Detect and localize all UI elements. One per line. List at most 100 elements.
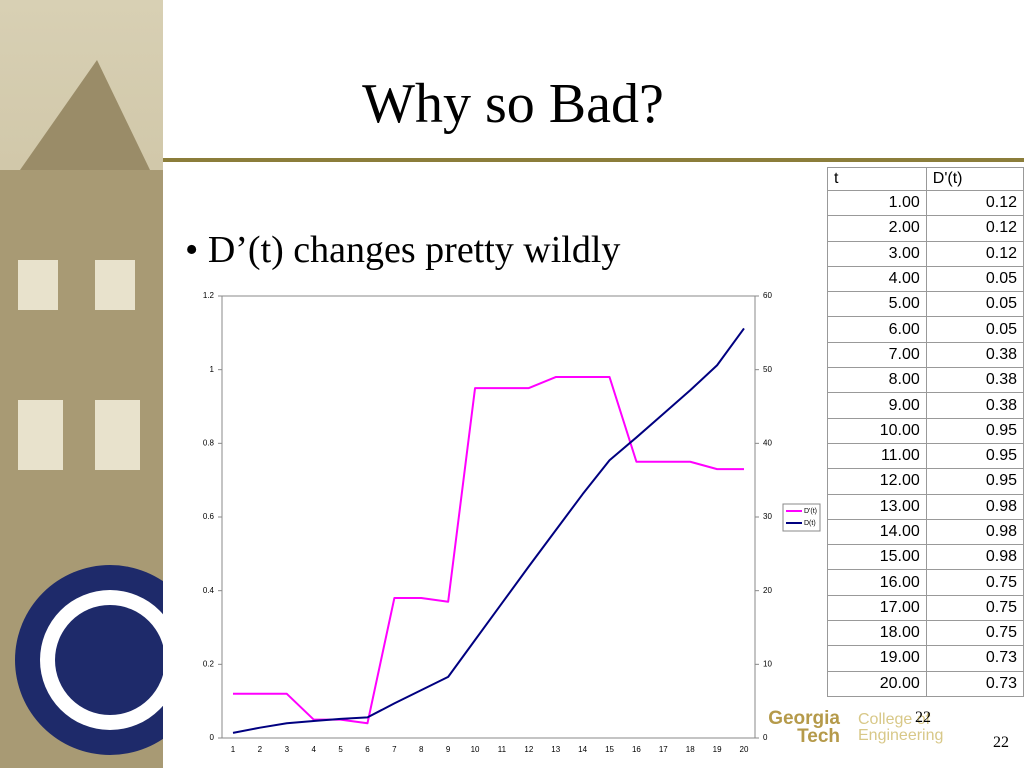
table-cell: 0.05 bbox=[925, 316, 1024, 343]
legend-label: D'(t) bbox=[804, 508, 817, 515]
y-tick-label: 0 bbox=[210, 733, 215, 742]
series-line bbox=[232, 327, 745, 734]
series-line bbox=[233, 376, 744, 725]
table-row: 14.00 0.98 bbox=[827, 518, 1024, 546]
table-row: 1.00 0.12 bbox=[827, 189, 1024, 217]
building-illustration bbox=[0, 60, 205, 768]
table-cell: 17.00 bbox=[827, 594, 927, 622]
legend-box bbox=[782, 503, 821, 532]
table-cell: 0.38 bbox=[925, 367, 1024, 394]
table-cell: 0.75 bbox=[925, 620, 1024, 647]
x-tick-label: 4 bbox=[311, 745, 316, 754]
table-row: 9.00 0.38 bbox=[827, 392, 1024, 419]
x-tick-label: 10 bbox=[471, 745, 480, 754]
x-tick-label: 3 bbox=[285, 745, 290, 754]
table-cell: 0.95 bbox=[925, 442, 1024, 470]
x-tick-label: 17 bbox=[659, 745, 668, 754]
x-tick-label: 12 bbox=[524, 745, 533, 754]
table-cell: 0.98 bbox=[925, 518, 1024, 546]
bullet: • D’(t) changes pretty wildly bbox=[185, 229, 621, 271]
table-cell: 0.38 bbox=[925, 341, 1024, 369]
x-tick-label: 18 bbox=[686, 745, 695, 754]
table-cell: 11.00 bbox=[827, 442, 927, 470]
table-cell: 0.73 bbox=[925, 670, 1024, 697]
table-row: 20.00 0.73 bbox=[827, 670, 1024, 697]
x-tick-label: 1 bbox=[231, 745, 236, 754]
table-cell: 18.00 bbox=[827, 620, 927, 647]
table-row: 10.00 0.95 bbox=[827, 417, 1024, 444]
x-tick-label: 6 bbox=[365, 745, 370, 754]
table-cell: 0.05 bbox=[925, 291, 1024, 318]
y2-tick-label: 0 bbox=[763, 733, 768, 742]
table-cell: 1.00 bbox=[827, 189, 927, 217]
y2-tick-label: 20 bbox=[763, 586, 772, 595]
x-tick-label: 5 bbox=[338, 745, 343, 754]
table-cell: 12.00 bbox=[827, 468, 927, 495]
table-cell: 0.98 bbox=[925, 493, 1024, 520]
table-cell: 7.00 bbox=[827, 341, 927, 369]
table-cell: 6.00 bbox=[827, 316, 927, 343]
y-tick-label: 1.2 bbox=[203, 291, 215, 300]
legend-label: D(t) bbox=[804, 520, 816, 527]
bullet-text: D’(t) changes pretty wildly bbox=[207, 229, 621, 271]
table-row: 3.00 0.12 bbox=[827, 240, 1024, 267]
plot-area bbox=[221, 295, 756, 739]
logo: Georgia Tech bbox=[768, 708, 840, 747]
y2-tick-label: 10 bbox=[763, 659, 772, 668]
table-cell: 2.00 bbox=[827, 215, 927, 242]
y2-tick-label: 60 bbox=[763, 291, 772, 300]
x-tick-label: 15 bbox=[605, 745, 614, 754]
table-cell: 0.98 bbox=[925, 544, 1024, 571]
x-tick-label: 14 bbox=[578, 745, 587, 754]
x-tick-label: 13 bbox=[551, 745, 560, 754]
table-row: 7.00 0.38 bbox=[827, 341, 1024, 369]
overlay-number: 22 bbox=[915, 709, 931, 726]
title-rule bbox=[163, 158, 1024, 162]
x-tick-label: 9 bbox=[446, 745, 451, 754]
table-cell: 4.00 bbox=[827, 265, 927, 293]
table-cell: D'(t) bbox=[925, 167, 1024, 191]
table-cell: 0.12 bbox=[925, 240, 1024, 267]
table-row: 12.00 0.95 bbox=[827, 468, 1024, 495]
table-cell: 13.00 bbox=[827, 493, 927, 520]
x-tick-label: 11 bbox=[498, 745, 507, 754]
x-tick-label: 20 bbox=[740, 745, 749, 754]
data-table: t D'(t) 1.00 0.12 2.00 0.12 3.00 0.12 4.00 0.05 5.… bbox=[827, 167, 1024, 697]
y2-tick-label: 40 bbox=[763, 438, 772, 447]
table-cell: 0.95 bbox=[925, 468, 1024, 495]
y2-tick-label: 50 bbox=[763, 365, 772, 374]
table-row: 5.00 0.05 bbox=[827, 291, 1024, 318]
table-cell: 19.00 bbox=[827, 645, 927, 672]
table-row: 17.00 0.75 bbox=[827, 594, 1024, 622]
table-cell: 3.00 bbox=[827, 240, 927, 267]
table-cell: 9.00 bbox=[827, 392, 927, 419]
table-row: 19.00 0.73 bbox=[827, 645, 1024, 672]
table-cell: 8.00 bbox=[827, 367, 927, 394]
background-photo bbox=[0, 0, 205, 768]
college: College of Engineering bbox=[858, 711, 944, 744]
y-tick-label: 0.2 bbox=[203, 659, 215, 668]
table-row: 13.00 0.98 bbox=[827, 493, 1024, 520]
table-row: 16.00 0.75 bbox=[827, 569, 1024, 596]
table-cell: 0.38 bbox=[925, 392, 1024, 419]
table-row: 4.00 0.05 bbox=[827, 265, 1024, 293]
y-tick-label: 1 bbox=[210, 365, 215, 374]
table-cell: 0.75 bbox=[925, 594, 1024, 622]
table-row: 2.00 0.12 bbox=[827, 215, 1024, 242]
table-cell: 20.00 bbox=[827, 670, 927, 697]
table-row: 11.00 0.95 bbox=[827, 442, 1024, 470]
table-row: 8.00 0.38 bbox=[827, 367, 1024, 394]
table-cell: 15.00 bbox=[827, 544, 927, 571]
table-header: t D'(t) bbox=[827, 167, 1024, 191]
y-tick-label: 0.8 bbox=[203, 438, 215, 447]
table-cell: 16.00 bbox=[827, 569, 927, 596]
table-cell: t bbox=[827, 167, 927, 191]
table-cell: 0.73 bbox=[925, 645, 1024, 672]
table-cell: 0.12 bbox=[925, 215, 1024, 242]
page-number: 22 bbox=[993, 734, 1009, 751]
x-tick-label: 8 bbox=[419, 745, 424, 754]
table-row: 6.00 0.05 bbox=[827, 316, 1024, 343]
slide-title: Why so Bad? bbox=[362, 73, 664, 135]
x-tick-label: 16 bbox=[632, 745, 641, 754]
